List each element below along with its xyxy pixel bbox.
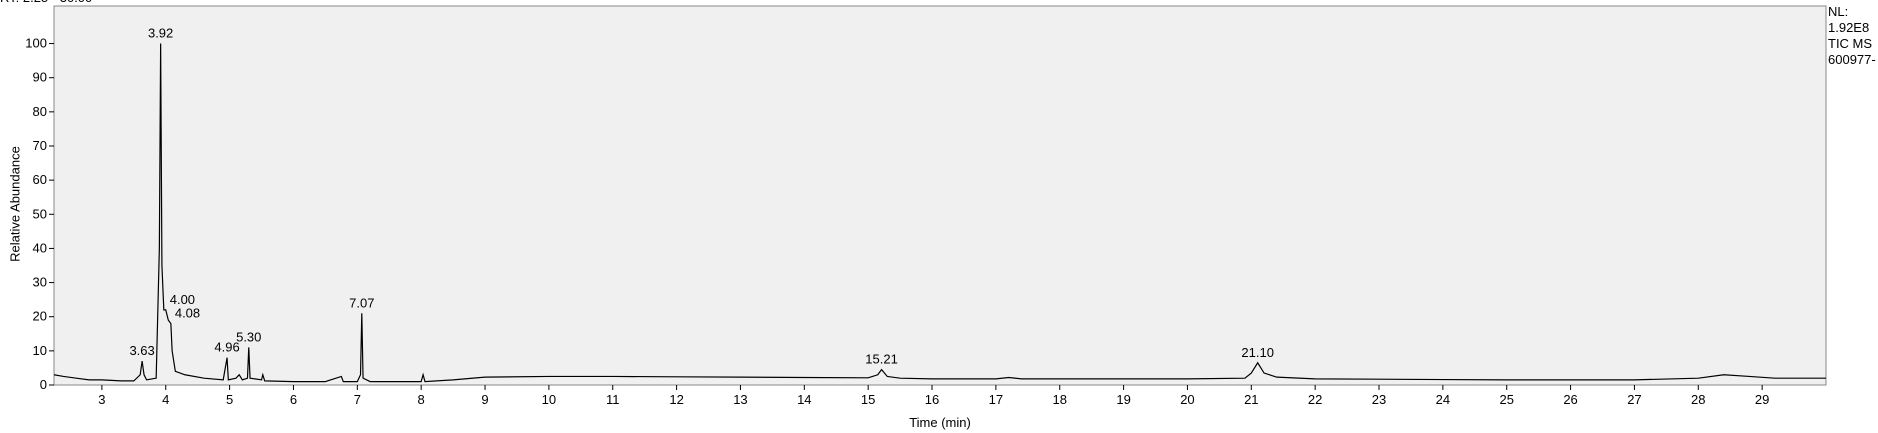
y-tick-label: 80 — [33, 104, 47, 119]
x-tick-label: 27 — [1627, 392, 1641, 407]
y-axis-title: Relative Abundance — [7, 146, 22, 262]
x-tick-label: 6 — [290, 392, 297, 407]
header: RT: 2.25 - 30.00 — [0, 0, 92, 5]
peak-label: 4.00 — [170, 292, 195, 307]
y-tick-label: 100 — [25, 36, 47, 51]
x-tick-label: 21 — [1244, 392, 1258, 407]
x-tick-label: 9 — [481, 392, 488, 407]
x-tick-label: 29 — [1755, 392, 1769, 407]
peak-label: 15.21 — [865, 352, 898, 367]
x-tick-label: 4 — [162, 392, 169, 407]
x-tick-label: 12 — [669, 392, 683, 407]
peak-label: 4.08 — [175, 306, 200, 321]
x-tick-label: 5 — [226, 392, 233, 407]
x-tick-label: 20 — [1180, 392, 1194, 407]
y-tick-label: 10 — [33, 343, 47, 358]
x-tick-label: 14 — [797, 392, 811, 407]
x-tick-label: 10 — [542, 392, 556, 407]
y-tick-label: 40 — [33, 240, 47, 255]
x-tick-label: 16 — [925, 392, 939, 407]
plot-area — [53, 5, 1827, 386]
x-axis-title: Time (min) — [909, 415, 971, 430]
x-tick-label: 17 — [989, 392, 1003, 407]
side-info: 1.92E8 — [1828, 20, 1869, 35]
x-tick-label: 19 — [1116, 392, 1130, 407]
side-info: NL: — [1828, 4, 1848, 19]
peak-label: 5.30 — [236, 329, 261, 344]
y-tick-label: 90 — [33, 70, 47, 85]
y-tick-label: 30 — [33, 275, 47, 290]
x-tick-label: 11 — [606, 392, 620, 407]
peak-label: 4.96 — [214, 340, 239, 355]
x-tick-label: 28 — [1691, 392, 1705, 407]
x-tick-label: 24 — [1436, 392, 1450, 407]
y-tick-label: 50 — [33, 206, 47, 221]
x-tick-label: 3 — [98, 392, 105, 407]
peak-label: 3.92 — [148, 26, 173, 41]
side-info: 600977- — [1828, 52, 1876, 67]
x-tick-label: 18 — [1052, 392, 1066, 407]
x-tick-label: 8 — [418, 392, 425, 407]
trace — [53, 43, 1826, 383]
y-tick-label: 0 — [40, 377, 47, 392]
peak-label: 21.10 — [1241, 345, 1274, 360]
peak-label: 7.07 — [349, 295, 374, 310]
y-tick-label: 70 — [33, 138, 47, 153]
peak-label: 3.63 — [129, 343, 154, 358]
y-tick-label: 20 — [33, 309, 47, 324]
x-tick-label: 26 — [1563, 392, 1577, 407]
y-tick-label: 60 — [33, 172, 47, 187]
x-tick-label: 15 — [861, 392, 875, 407]
x-tick-label: 22 — [1308, 392, 1322, 407]
x-tick-label: 25 — [1499, 392, 1513, 407]
x-tick-label: 13 — [733, 392, 747, 407]
side-info: TIC MS — [1828, 36, 1872, 51]
x-tick-label: 23 — [1372, 392, 1386, 407]
x-tick-label: 7 — [354, 392, 361, 407]
